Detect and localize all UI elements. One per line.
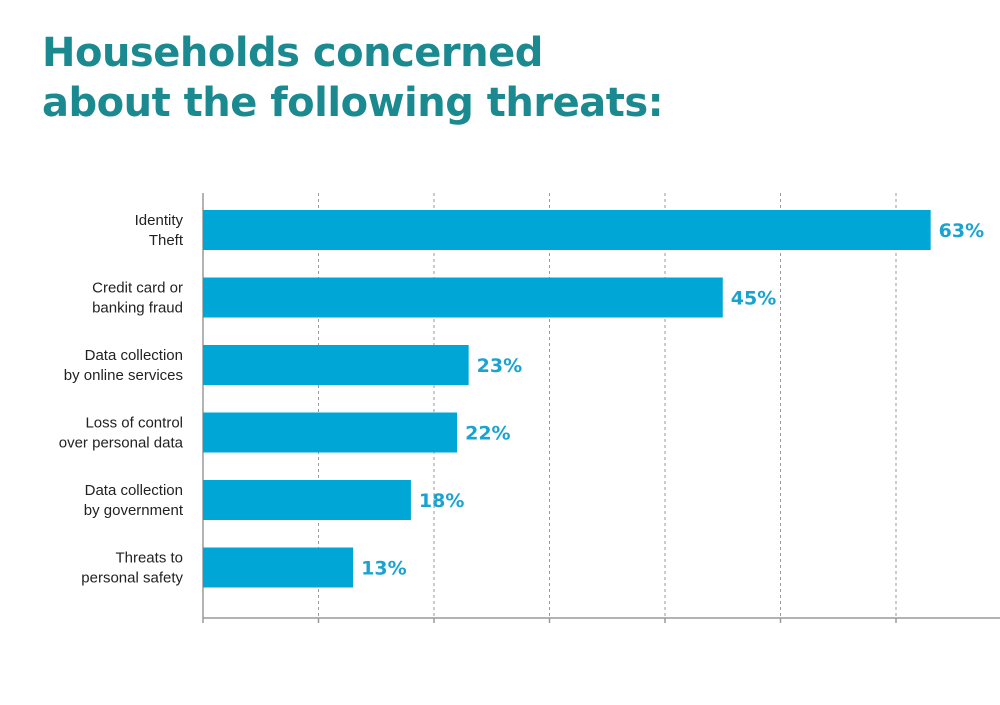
category-label-line: by government [84,502,184,519]
value-label: 45% [731,288,776,310]
category-label: Identity Theft [135,212,184,249]
bar [203,210,931,250]
category-label-line: Data collection [85,347,183,364]
bar [203,345,469,385]
category-label-line: Identity [135,212,184,229]
category-label-line: Data collection [85,482,183,499]
gridlines [318,193,897,618]
chart-title: Households concerned about the following… [42,28,664,128]
category-label-line: Theft [149,232,184,249]
category-label-line: Loss of control [85,415,183,432]
bar [203,277,723,318]
value-label: 23% [477,355,522,377]
chart-title-line-2: about the following threats: [42,80,664,126]
category-label: Data collection by government [84,482,184,519]
category-label-line: Credit card or [92,280,183,297]
value-label: 13% [361,558,406,580]
category-label: Data collection by online services [64,347,183,384]
bar [203,547,354,588]
bar [203,480,411,520]
value-label: 18% [419,490,464,512]
category-label-line: banking fraud [92,300,183,317]
category-label-line: personal safety [81,570,183,587]
category-label-line: by online services [64,367,183,384]
value-label: 22% [465,423,510,445]
bar [203,412,458,453]
category-label: Threats to personal safety [81,550,183,587]
category-label-line: Threats to [115,550,183,567]
value-label: 63% [939,220,984,242]
category-label-line: over personal data [59,435,184,452]
chart-title-line-1: Households concerned [42,30,543,76]
category-label: Loss of control over personal data [59,415,184,452]
category-label: Credit card or banking fraud [92,280,183,317]
